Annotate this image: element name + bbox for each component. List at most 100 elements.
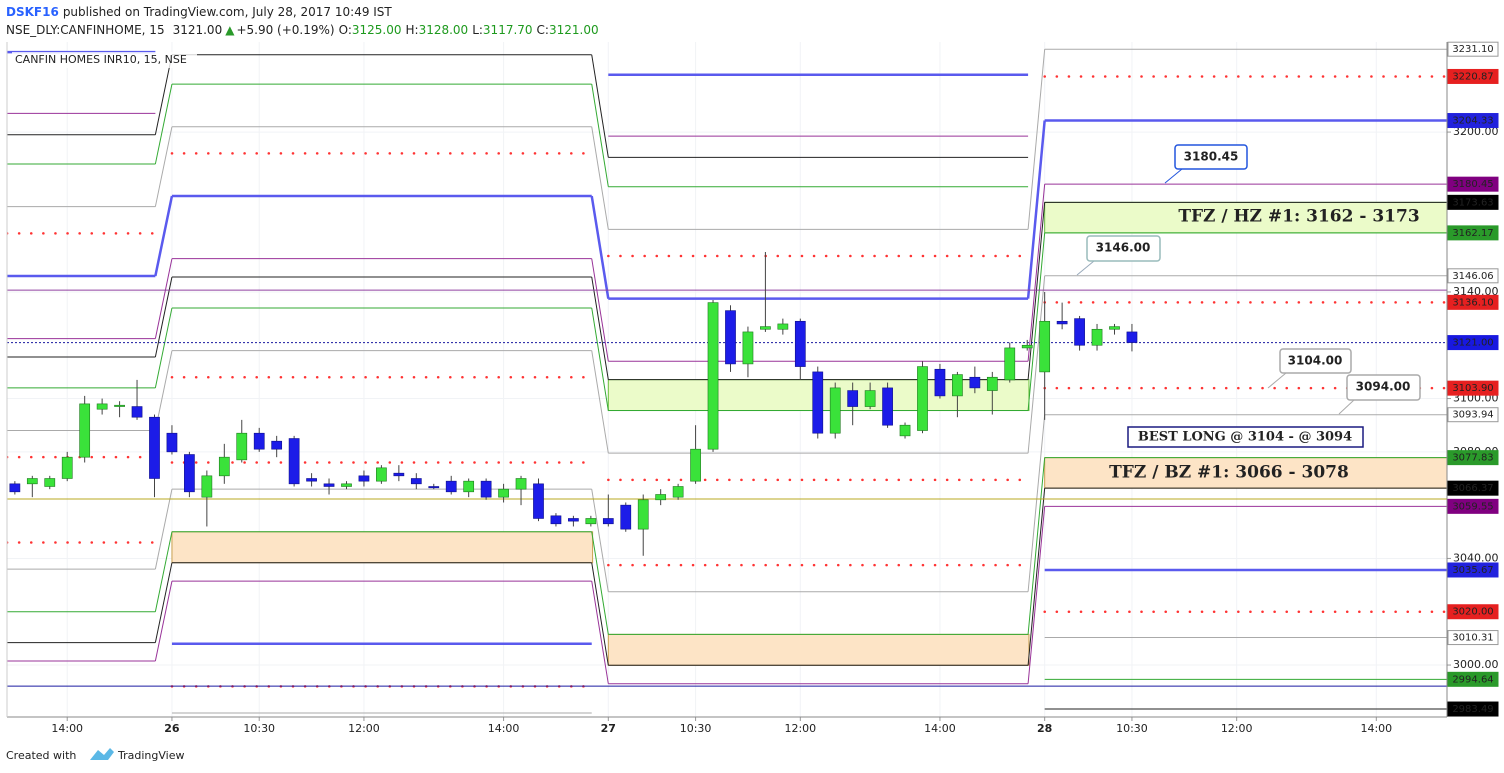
- level-connector: [154, 258, 173, 339]
- callout-text: 3094.00: [1356, 380, 1411, 394]
- legend-title: CANFIN HOMES INR10, 15, NSE: [15, 53, 187, 66]
- zone: [171, 531, 594, 564]
- candle-body: [428, 486, 440, 489]
- ohlc-value: 3121.00: [549, 23, 599, 37]
- candle-body: [236, 432, 248, 461]
- level-connector: [154, 562, 173, 643]
- level-connector: [591, 276, 609, 380]
- candle-body: [218, 456, 230, 477]
- x-tick-label: 10:30: [243, 722, 275, 735]
- price-tag: [1447, 630, 1499, 646]
- candle-body: [1126, 331, 1138, 343]
- price-tag: [1447, 671, 1499, 687]
- y-tick-label: 3040.00: [1453, 551, 1499, 564]
- price-tag-label: 3146.06: [1452, 271, 1493, 282]
- level-connector: [154, 126, 173, 207]
- price-tag: [1447, 498, 1499, 514]
- candle-body: [864, 390, 876, 407]
- price-tag-label: 3121.00: [1452, 338, 1493, 349]
- level-connector: [154, 54, 173, 135]
- candle-body: [515, 478, 527, 490]
- level-connector: [591, 126, 609, 230]
- level-connector: [1027, 457, 1046, 635]
- change: +5.90 (+0.19%): [236, 23, 334, 37]
- price-tag-label: 3204.33: [1452, 116, 1493, 127]
- author: DSKF16: [6, 5, 59, 19]
- level-connector: [1027, 49, 1046, 230]
- level-connector: [1027, 184, 1046, 362]
- candle-body: [777, 323, 789, 330]
- x-tick-label: 14:00: [51, 722, 83, 735]
- candle-body: [620, 504, 632, 530]
- x-tick-label: 12:00: [348, 722, 380, 735]
- candle-body: [358, 475, 370, 482]
- level-connector: [154, 580, 173, 662]
- candle-body: [131, 406, 143, 418]
- x-tick-label: 27: [601, 722, 616, 735]
- price-tag: [1447, 480, 1499, 496]
- candle-body: [96, 403, 108, 410]
- candle-body: [44, 478, 56, 487]
- candle-body: [61, 456, 73, 479]
- price-tag-label: 3220.87: [1452, 71, 1493, 82]
- price-tag: [1447, 604, 1499, 620]
- candle-body: [812, 371, 824, 434]
- level-connector: [1027, 275, 1046, 454]
- x-tick-label: 14:00: [488, 722, 520, 735]
- candle-body: [1091, 328, 1103, 346]
- ohlc-value: 3117.70: [483, 23, 533, 37]
- level-connector: [591, 581, 609, 684]
- note-text: BEST LONG @ 3104 - @ 3094: [1138, 430, 1352, 445]
- level-connector: [154, 307, 173, 388]
- candle-body: [1021, 344, 1033, 349]
- price-tag-label: 2994.64: [1452, 674, 1493, 685]
- price-tag: [1447, 113, 1499, 129]
- price-tag: [1447, 335, 1499, 351]
- level-connector: [591, 307, 609, 411]
- candle-body: [1109, 326, 1120, 330]
- symbol-line: NSE_DLY:CANFINHOME, 15 3121.00 ▲ +5.90 (+0.…: [6, 23, 599, 37]
- x-tick-label: 14:00: [924, 722, 956, 735]
- level-connector: [1027, 506, 1046, 684]
- level-connector: [590, 195, 610, 299]
- candle-body: [760, 326, 771, 330]
- price-tag-label: 3103.90: [1452, 383, 1493, 394]
- candle-body: [986, 376, 998, 391]
- level-connector: [591, 531, 609, 635]
- axes: 3200.003140.003100.003080.003040.003000.…: [6, 41, 1499, 735]
- published: published on TradingView.com, July 28, 2…: [63, 5, 393, 19]
- candle-body: [166, 432, 178, 453]
- price-tag: [1447, 41, 1499, 57]
- candle-body: [323, 483, 335, 487]
- price-tag-label: 3035.67: [1452, 565, 1493, 576]
- level-connector: [1027, 232, 1046, 411]
- candle-body: [742, 331, 754, 365]
- callout-text: 3180.45: [1184, 150, 1239, 164]
- price-tag-label: 3231.10: [1452, 44, 1493, 55]
- candle-body: [480, 480, 492, 498]
- callout-pointer: [1338, 399, 1355, 415]
- change-arrow: ▲: [225, 23, 235, 37]
- last-price: 3121.00: [173, 23, 223, 37]
- price-tag: [1447, 225, 1499, 241]
- callout-box: [1279, 348, 1352, 374]
- level-connector: [154, 489, 173, 570]
- candle-body: [655, 494, 667, 501]
- candle-body: [306, 478, 317, 482]
- level-connector: [154, 195, 174, 277]
- ohlc-key: C:: [537, 23, 549, 37]
- callout-pointer: [1076, 260, 1095, 276]
- y-tick-label: 3200.00: [1453, 125, 1499, 138]
- level-connector: [591, 562, 609, 666]
- candle-body: [952, 374, 963, 397]
- candle-body: [969, 376, 981, 389]
- callout-box: [1174, 144, 1248, 170]
- callout-pointer: [1267, 372, 1287, 389]
- y-tick-label: 3000.00: [1453, 658, 1499, 671]
- annotations: 3180.45 3146.00 3104.00 3094.00 BEST LON…: [1076, 144, 1421, 483]
- candle-body: [445, 480, 457, 493]
- candle-body: [899, 424, 911, 437]
- ohlc-key: H:: [405, 23, 418, 37]
